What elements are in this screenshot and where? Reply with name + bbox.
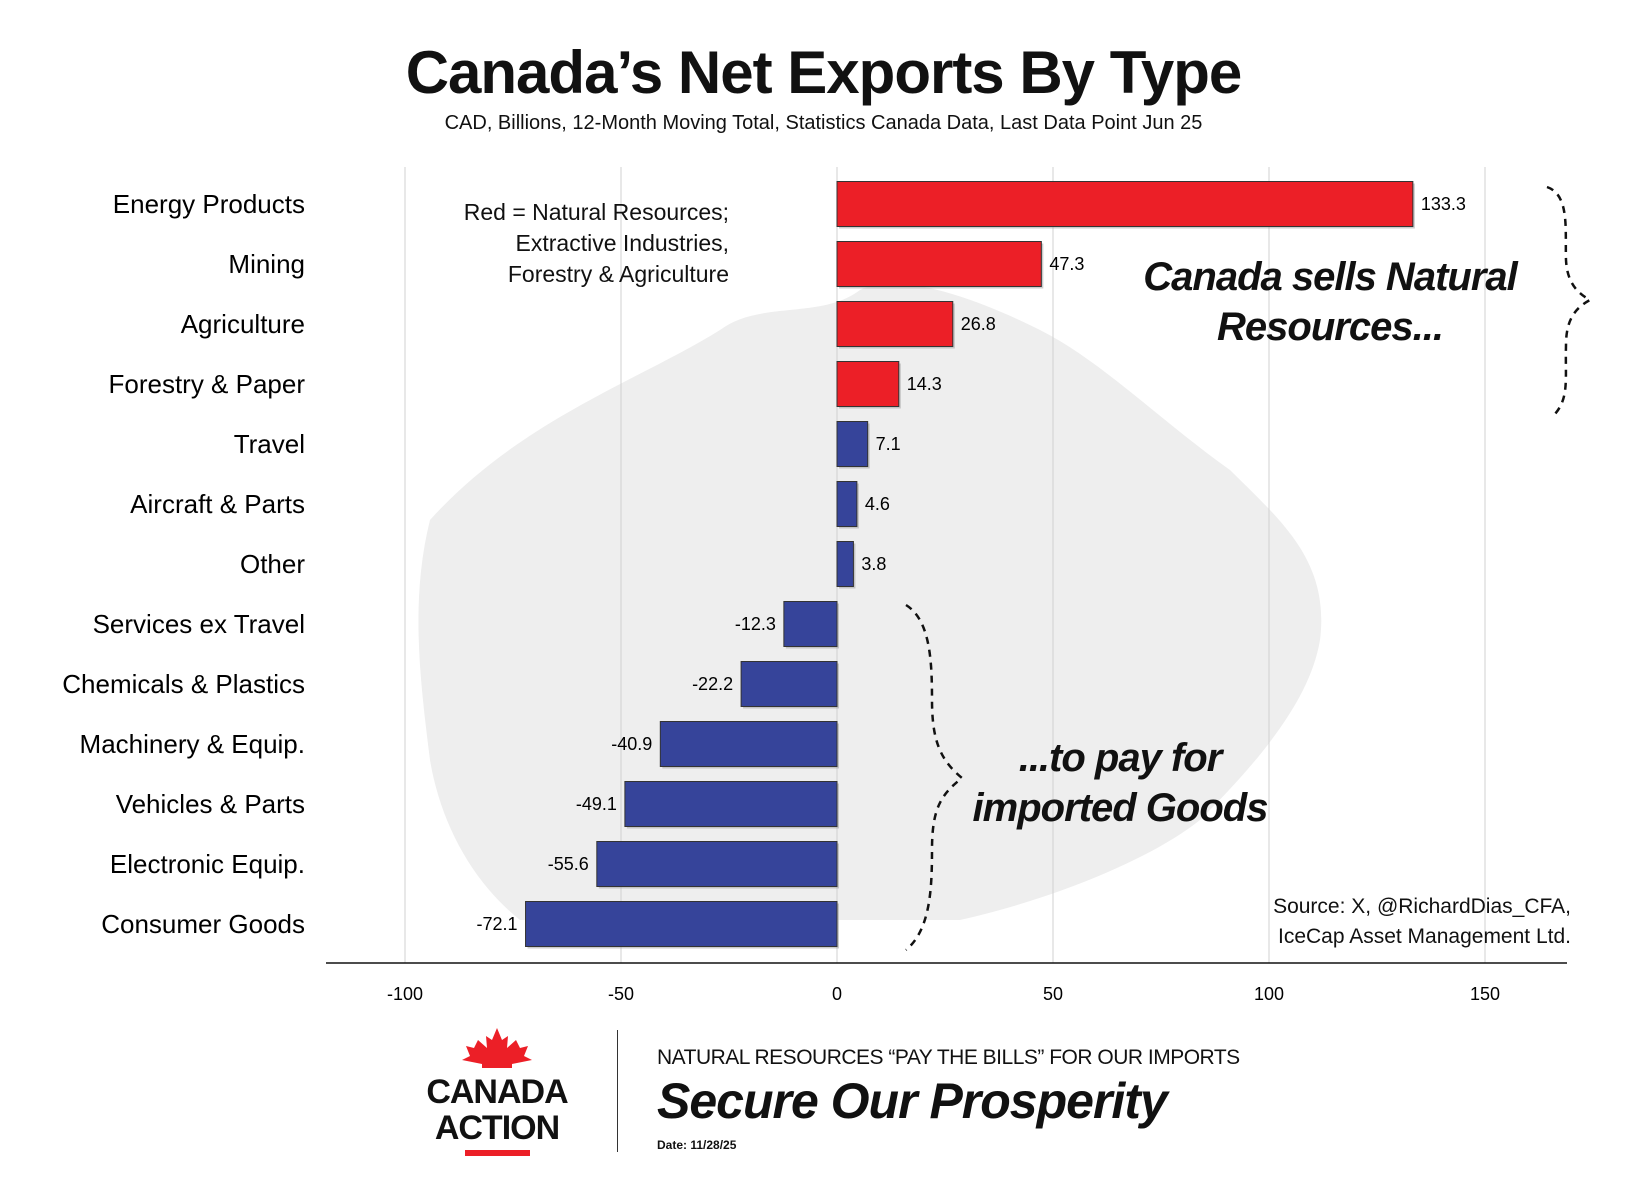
bar	[525, 901, 838, 947]
annotation-top: Canada sells Natural Resources...	[1120, 252, 1540, 352]
data-label: 14.3	[907, 374, 942, 394]
bar	[624, 781, 838, 827]
bar	[659, 721, 838, 767]
bar	[836, 181, 1414, 227]
data-label: -12.3	[735, 614, 776, 634]
bar	[836, 301, 954, 347]
category-label: Vehicles & Parts	[116, 789, 305, 819]
logo-underline	[464, 1150, 530, 1156]
data-label: -22.2	[692, 674, 733, 694]
category-label: Chemicals & Plastics	[62, 669, 305, 699]
data-label: 7.1	[876, 434, 901, 454]
category-label: Other	[240, 549, 305, 579]
legend-note-line: Red = Natural Resources;	[463, 199, 729, 225]
category-label: Electronic Equip.	[110, 849, 305, 879]
legend-note-line: Extractive Industries,	[515, 230, 729, 256]
legend-note-line: Forestry & Agriculture	[507, 261, 729, 287]
data-label: -55.6	[548, 854, 589, 874]
x-tick-label: 50	[1043, 984, 1063, 1004]
bar	[836, 361, 900, 407]
brace-top	[1546, 185, 1593, 418]
chart-title: Canada’s Net Exports By Type	[405, 39, 1243, 106]
category-label: Machinery & Equip.	[80, 729, 305, 759]
source-line: IceCap Asset Management Ltd.	[1277, 925, 1571, 948]
maple-leaf-icon	[462, 1028, 532, 1068]
bar	[596, 841, 838, 887]
data-label: 3.8	[861, 554, 886, 574]
annotation-bottom: ...to pay for imported Goods	[960, 733, 1280, 833]
category-label: Forestry & Paper	[108, 369, 305, 399]
annotation-line: ...to pay for	[1018, 736, 1223, 780]
source-line: Source: X, @RichardDias_CFA,	[1273, 895, 1571, 918]
legend-note: Red = Natural Resources; Extractive Indu…	[464, 197, 729, 290]
category-label: Mining	[228, 249, 305, 279]
chart-subtitle: CAD, Billions, 12-Month Moving Total, St…	[444, 112, 1203, 134]
bar	[836, 421, 869, 467]
x-tick-label: 100	[1254, 984, 1284, 1004]
footer-slogan: Secure Our Prosperity	[657, 1073, 1168, 1129]
bar	[836, 241, 1042, 287]
data-label: -72.1	[476, 914, 517, 934]
logo-text: CANADA	[426, 1073, 568, 1111]
annotation-line: Resources...	[1217, 305, 1444, 349]
category-label: Travel	[234, 429, 305, 459]
x-tick-label: -100	[387, 984, 423, 1004]
bar	[836, 481, 858, 527]
source-note: Source: X, @RichardDias_CFA, IceCap Asse…	[1273, 892, 1571, 952]
category-label: Consumer Goods	[101, 909, 305, 939]
map-background	[418, 283, 1322, 921]
annotation-line: imported Goods	[972, 786, 1269, 830]
bar	[740, 661, 838, 707]
canada-action-logo: CANADA ACTION	[412, 1028, 582, 1156]
category-label: Aircraft & Parts	[130, 489, 305, 519]
bar	[836, 541, 854, 587]
x-tick-label: 0	[832, 984, 842, 1004]
data-label: -40.9	[611, 734, 652, 754]
category-label: Services ex Travel	[93, 609, 305, 639]
annotation-line: Canada sells Natural	[1143, 255, 1518, 299]
x-tick-label: -50	[608, 984, 634, 1004]
data-label: -49.1	[576, 794, 617, 814]
category-label: Energy Products	[113, 189, 305, 219]
data-label: 4.6	[865, 494, 890, 514]
footer-tagline: NATURAL RESOURCES “PAY THE BILLS” FOR OU…	[657, 1046, 1240, 1069]
logo-text: ACTION	[434, 1109, 560, 1147]
footer-divider	[617, 1030, 618, 1152]
bar	[783, 601, 838, 647]
footer-date: Date: 11/28/25	[657, 1138, 737, 1152]
data-label: 26.8	[961, 314, 996, 334]
category-label: Agriculture	[181, 309, 305, 339]
data-label: 47.3	[1049, 254, 1084, 274]
data-label: 133.3	[1421, 194, 1466, 214]
x-tick-label: 150	[1470, 984, 1500, 1004]
